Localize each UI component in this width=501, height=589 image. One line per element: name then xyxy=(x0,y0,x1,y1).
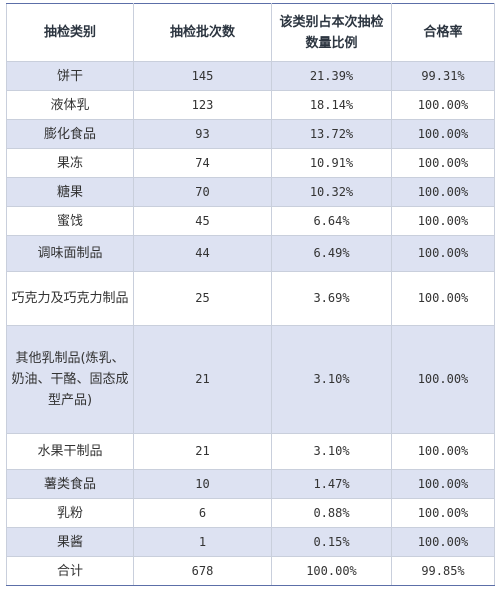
cell-ratio: 10.91% xyxy=(271,148,392,178)
table-row: 薯类食品 10 1.47% 100.00% xyxy=(6,469,495,499)
cell-batches: 21 xyxy=(133,433,272,470)
cell-category: 蜜饯 xyxy=(6,206,134,236)
cell-batches: 21 xyxy=(133,325,272,434)
cell-pass-rate: 100.00% xyxy=(391,90,495,120)
cell-batches: 123 xyxy=(133,90,272,120)
header-pass-rate: 合格率 xyxy=(391,3,495,62)
cell-pass-rate: 100.00% xyxy=(391,119,495,149)
cell-ratio: 6.49% xyxy=(271,235,392,272)
cell-category: 乳粉 xyxy=(6,498,134,528)
cell-batches: 10 xyxy=(133,469,272,499)
cell-pass-rate: 100.00% xyxy=(391,271,495,326)
cell-ratio: 0.15% xyxy=(271,527,392,557)
cell-ratio: 3.10% xyxy=(271,325,392,434)
cell-batches: 6 xyxy=(133,498,272,528)
cell-category: 巧克力及巧克力制品 xyxy=(6,271,134,326)
cell-pass-rate: 100.00% xyxy=(391,206,495,236)
total-pass-rate: 99.85% xyxy=(391,556,495,586)
cell-batches: 25 xyxy=(133,271,272,326)
cell-category: 糖果 xyxy=(6,177,134,207)
header-ratio: 该类别占本次抽检数量比例 xyxy=(271,3,392,62)
cell-pass-rate: 100.00% xyxy=(391,498,495,528)
cell-batches: 45 xyxy=(133,206,272,236)
total-ratio: 100.00% xyxy=(271,556,392,586)
table-row: 糖果 70 10.32% 100.00% xyxy=(6,177,495,207)
table-row: 果冻 74 10.91% 100.00% xyxy=(6,148,495,178)
header-category: 抽检类别 xyxy=(6,3,134,62)
cell-ratio: 18.14% xyxy=(271,90,392,120)
cell-category: 液体乳 xyxy=(6,90,134,120)
table-row: 乳粉 6 0.88% 100.00% xyxy=(6,498,495,528)
cell-pass-rate: 100.00% xyxy=(391,433,495,470)
cell-category: 饼干 xyxy=(6,61,134,91)
cell-batches: 93 xyxy=(133,119,272,149)
cell-ratio: 6.64% xyxy=(271,206,392,236)
cell-batches: 44 xyxy=(133,235,272,272)
cell-pass-rate: 100.00% xyxy=(391,325,495,434)
cell-pass-rate: 100.00% xyxy=(391,235,495,272)
total-label: 合计 xyxy=(6,556,134,586)
cell-batches: 1 xyxy=(133,527,272,557)
table-row: 巧克力及巧克力制品 25 3.69% 100.00% xyxy=(6,271,495,326)
table-row: 其他乳制品(炼乳、奶油、干酪、固态成型产品) 21 3.10% 100.00% xyxy=(6,325,495,434)
cell-batches: 145 xyxy=(133,61,272,91)
cell-ratio: 21.39% xyxy=(271,61,392,91)
header-row: 抽检类别 抽检批次数 该类别占本次抽检数量比例 合格率 xyxy=(6,3,495,62)
cell-ratio: 3.69% xyxy=(271,271,392,326)
table-row: 饼干 145 21.39% 99.31% xyxy=(6,61,495,91)
cell-pass-rate: 100.00% xyxy=(391,469,495,499)
cell-category: 果冻 xyxy=(6,148,134,178)
table-row: 膨化食品 93 13.72% 100.00% xyxy=(6,119,495,149)
header-batches: 抽检批次数 xyxy=(133,3,272,62)
cell-ratio: 10.32% xyxy=(271,177,392,207)
cell-category: 调味面制品 xyxy=(6,235,134,272)
cell-category: 其他乳制品(炼乳、奶油、干酪、固态成型产品) xyxy=(6,325,134,434)
total-batches: 678 xyxy=(133,556,272,586)
cell-batches: 70 xyxy=(133,177,272,207)
cell-ratio: 1.47% xyxy=(271,469,392,499)
cell-ratio: 3.10% xyxy=(271,433,392,470)
cell-pass-rate: 99.31% xyxy=(391,61,495,91)
cell-pass-rate: 100.00% xyxy=(391,148,495,178)
total-row: 合计 678 100.00% 99.85% xyxy=(6,556,495,586)
cell-category: 水果干制品 xyxy=(6,433,134,470)
table-row: 液体乳 123 18.14% 100.00% xyxy=(6,90,495,120)
table-row: 调味面制品 44 6.49% 100.00% xyxy=(6,235,495,272)
cell-pass-rate: 100.00% xyxy=(391,177,495,207)
table-row: 水果干制品 21 3.10% 100.00% xyxy=(6,433,495,470)
cell-category: 薯类食品 xyxy=(6,469,134,499)
table-row: 蜜饯 45 6.64% 100.00% xyxy=(6,206,495,236)
inspection-table: 抽检类别 抽检批次数 该类别占本次抽检数量比例 合格率 饼干 145 21.39… xyxy=(6,3,495,586)
table-row: 果酱 1 0.15% 100.00% xyxy=(6,527,495,557)
cell-pass-rate: 100.00% xyxy=(391,527,495,557)
cell-ratio: 0.88% xyxy=(271,498,392,528)
cell-category: 膨化食品 xyxy=(6,119,134,149)
cell-category: 果酱 xyxy=(6,527,134,557)
cell-ratio: 13.72% xyxy=(271,119,392,149)
cell-batches: 74 xyxy=(133,148,272,178)
